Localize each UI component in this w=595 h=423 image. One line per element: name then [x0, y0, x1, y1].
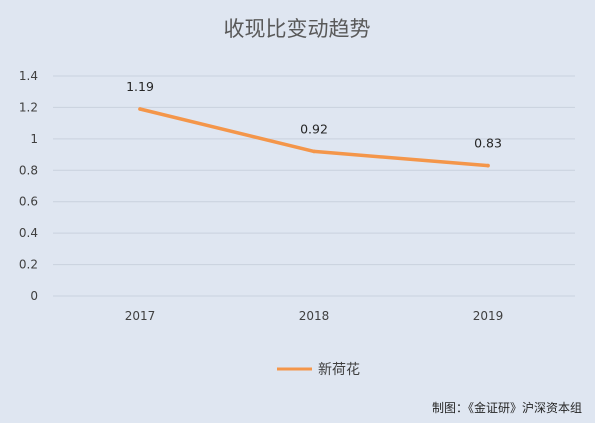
- data-label: 1.19: [126, 79, 154, 94]
- y-tick-label: 0.6: [19, 195, 38, 209]
- y-tick-label: 1: [30, 132, 38, 146]
- credit-text: 制图：《金证研》沪深资本组: [432, 400, 582, 415]
- data-point: [486, 163, 490, 168]
- y-tick-label: 0: [30, 289, 38, 303]
- x-tick-label: 2019: [473, 309, 504, 323]
- x-tick-label: 2018: [299, 309, 330, 323]
- series-layer: [138, 107, 490, 168]
- data-point: [312, 149, 316, 154]
- chart-title: 收现比变动趋势: [224, 17, 371, 41]
- data-label: 0.92: [300, 121, 328, 136]
- data-point: [138, 107, 142, 111]
- legend: 新荷花: [277, 362, 360, 378]
- data-label: 0.83: [474, 136, 502, 151]
- x-axis-ticks: 2017 2018 2019: [125, 309, 504, 323]
- y-tick-label: 1.2: [19, 100, 38, 114]
- y-axis-ticks: 0 0.2 0.4 0.6 0.8 1 1.2 1.4: [19, 69, 38, 303]
- legend-label: 新荷花: [318, 362, 360, 378]
- data-labels: 1.19 0.92 0.83: [126, 79, 502, 151]
- y-tick-label: 0.2: [19, 258, 38, 272]
- y-tick-label: 1.4: [19, 69, 38, 83]
- y-tick-label: 0.8: [19, 163, 38, 177]
- y-tick-label: 0.4: [19, 226, 38, 240]
- x-tick-label: 2017: [125, 309, 156, 323]
